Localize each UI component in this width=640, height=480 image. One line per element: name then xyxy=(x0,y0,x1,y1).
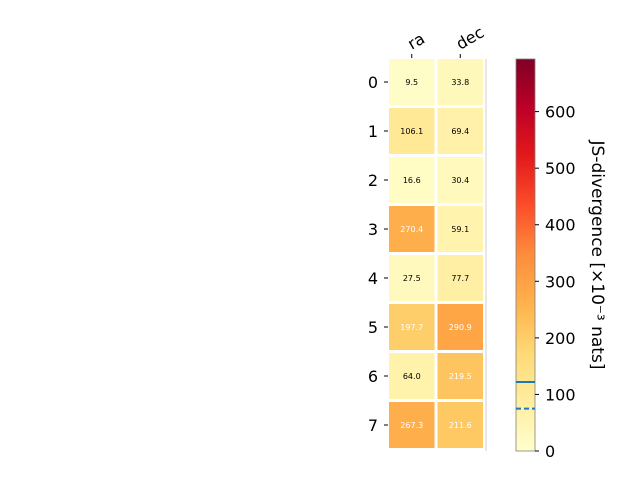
cell-value-label: 64.0 xyxy=(403,372,421,381)
colorbar-label: JS-divergence [×10⁻³ nats] xyxy=(587,140,607,370)
heatmap-cell xyxy=(437,353,483,399)
row-labels: 0 1 2 3 4 5 6 7 xyxy=(368,73,388,435)
cell-value-label: 267.3 xyxy=(400,421,423,430)
heatmap-cell xyxy=(437,402,483,448)
colorbar-tick-label: 300 xyxy=(545,272,576,291)
cell-value-label: 197.7 xyxy=(400,323,423,332)
colorbar-tick-label: 0 xyxy=(545,442,555,461)
cell-value-label: 9.5 xyxy=(405,78,418,87)
heatmap-cell xyxy=(437,108,483,154)
cell-value-label: 27.5 xyxy=(403,274,421,283)
colorbar-frame xyxy=(515,58,536,452)
cell-value-label: 59.1 xyxy=(451,225,469,234)
column-labels: ra dec xyxy=(404,23,487,58)
heatmap-cell xyxy=(389,59,435,105)
row-label: 6 xyxy=(368,367,378,386)
heatmap-cell xyxy=(389,353,435,399)
colorbar-tick-label: 100 xyxy=(545,385,576,404)
heatmap-cell xyxy=(437,206,483,252)
row-label: 0 xyxy=(368,73,378,92)
cell-value-label: 69.4 xyxy=(451,127,469,136)
row-label: 3 xyxy=(368,220,378,239)
colorbar-gradient xyxy=(516,59,535,451)
heatmap-grid: 9.5 33.8 106.1 69.4 16.6 30.4 270.4 59.1 27.5 77.… xyxy=(389,59,487,451)
cell-value-label: 290.9 xyxy=(449,323,472,332)
heatmap-cell xyxy=(389,255,435,301)
cell-value-label: 106.1 xyxy=(400,127,423,136)
colorbar-tick-label: 200 xyxy=(545,329,576,348)
column-label: dec xyxy=(453,23,487,54)
row-label: 7 xyxy=(368,416,378,435)
heatmap-cell xyxy=(389,304,435,350)
cell-value-label: 16.6 xyxy=(403,176,421,185)
cell-value-label: 30.4 xyxy=(451,176,469,185)
row-label: 5 xyxy=(368,318,378,337)
colorbar-tick-label: 400 xyxy=(545,216,576,235)
heatmap-cell xyxy=(437,157,483,203)
heatmap-cell xyxy=(389,206,435,252)
column-label: ra xyxy=(404,29,428,54)
row-label: 4 xyxy=(368,269,378,288)
heatmap-cell xyxy=(389,157,435,203)
cell-value-label: 33.8 xyxy=(451,78,469,87)
cell-value-label: 219.5 xyxy=(449,372,472,381)
cell-value-label: 77.7 xyxy=(451,274,469,283)
heatmap-cell xyxy=(437,255,483,301)
row-label: 2 xyxy=(368,171,378,190)
heatmap-cell xyxy=(389,402,435,448)
colorbar: 0 100 200 300 400 500 600 JS-divergence [×10⁻³ … xyxy=(515,58,607,461)
heatmap-cell xyxy=(437,59,483,105)
row-label: 1 xyxy=(368,122,378,141)
cell-value-label: 270.4 xyxy=(400,225,423,234)
colorbar-tick-label: 600 xyxy=(545,103,576,122)
colorbar-tick-label: 500 xyxy=(545,159,576,178)
cell-value-label: 211.6 xyxy=(449,421,472,430)
heatmap-cell xyxy=(389,108,435,154)
heatmap-cell xyxy=(437,304,483,350)
